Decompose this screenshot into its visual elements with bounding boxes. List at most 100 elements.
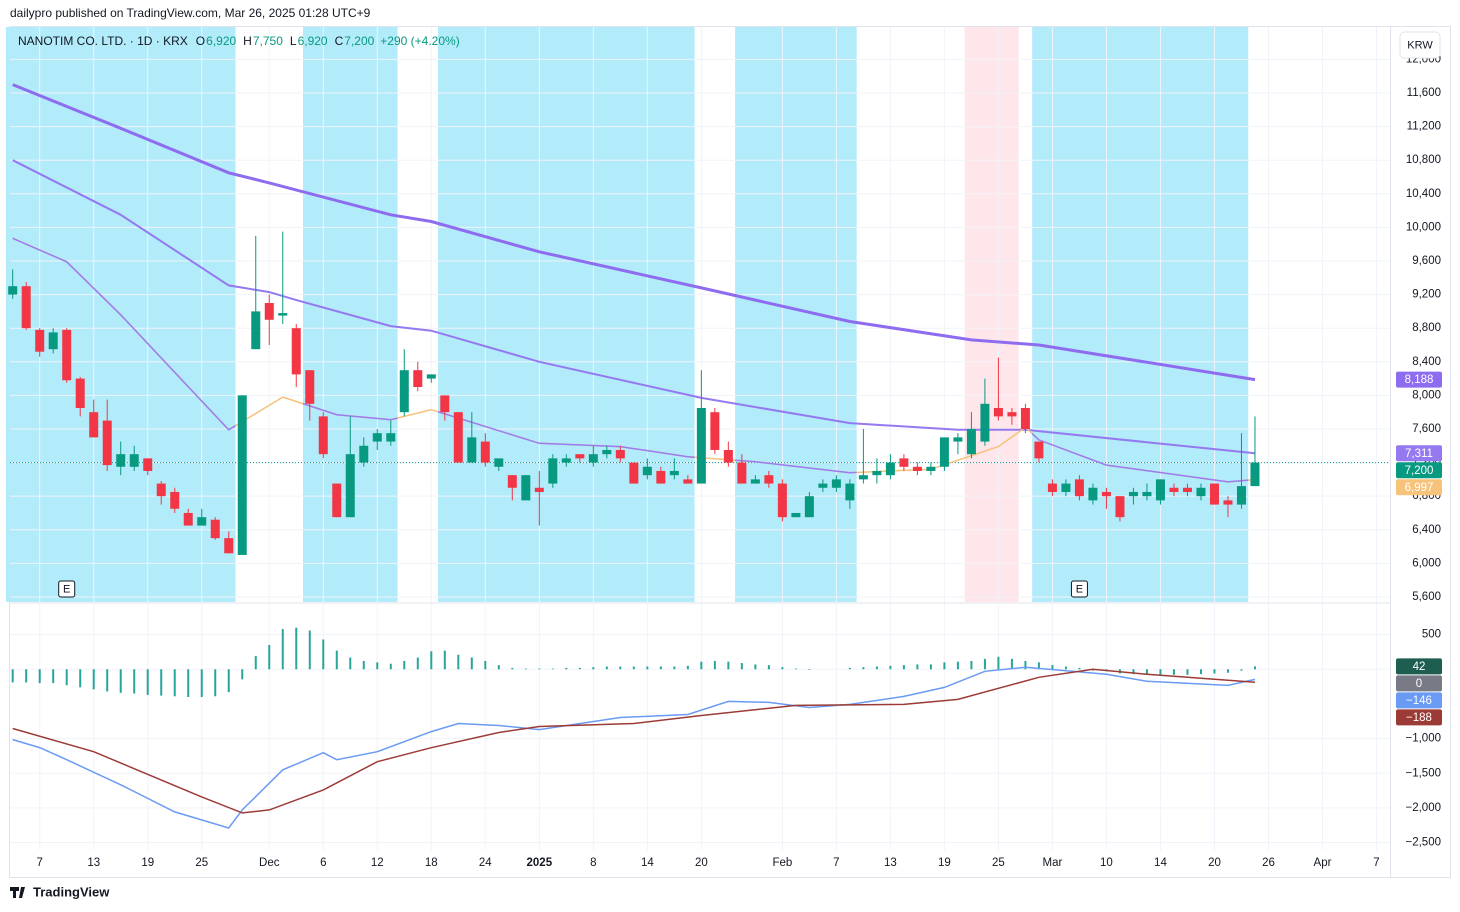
last-price-label-box bbox=[1396, 462, 1442, 479]
histogram-bar bbox=[578, 667, 581, 670]
ohlc-value: 6,920 bbox=[298, 34, 328, 48]
candle-body bbox=[1034, 441, 1044, 459]
candle-body bbox=[818, 483, 828, 488]
macd-line bbox=[12, 668, 1256, 814]
y-tick-label: −2,000 bbox=[1406, 802, 1442, 814]
y-tick-label: 8,400 bbox=[1412, 356, 1441, 368]
x-tick-label: 8 bbox=[590, 857, 596, 869]
candle-body bbox=[993, 407, 1003, 417]
candle-body bbox=[359, 445, 369, 463]
candle-body bbox=[291, 328, 301, 375]
candle-body bbox=[1115, 496, 1125, 518]
x-tick-label: 7 bbox=[833, 857, 839, 869]
y-tick-label: 9,600 bbox=[1412, 255, 1441, 267]
candle-body bbox=[210, 519, 220, 539]
y-tick-label: 9,200 bbox=[1412, 289, 1441, 301]
histogram-bar bbox=[443, 650, 446, 670]
candle-body bbox=[1047, 483, 1057, 492]
tradingview-logo: TradingView bbox=[10, 884, 110, 899]
candle-body bbox=[1196, 487, 1206, 497]
histogram-bar bbox=[1186, 669, 1189, 675]
histogram-bar bbox=[119, 669, 122, 693]
ohlc-value: 7,750 bbox=[253, 34, 283, 48]
currency-label[interactable]: KRW bbox=[1407, 39, 1433, 51]
candle-body bbox=[737, 462, 747, 484]
zero-label: 0 bbox=[1416, 678, 1422, 690]
histogram-bar bbox=[538, 668, 541, 670]
histogram-bar bbox=[241, 669, 244, 680]
candle-body bbox=[102, 420, 112, 466]
x-tick-label: Mar bbox=[1043, 857, 1063, 869]
histogram-bar bbox=[268, 645, 271, 670]
candle-body bbox=[939, 437, 949, 467]
histogram-bar bbox=[376, 662, 379, 670]
candle-body bbox=[116, 454, 126, 467]
candle-body bbox=[426, 374, 436, 379]
histogram-bar bbox=[160, 669, 163, 696]
candle-body bbox=[1169, 487, 1179, 492]
ma-last-label-box bbox=[1396, 371, 1442, 388]
x-tick-label: 25 bbox=[195, 857, 208, 869]
histogram-bar bbox=[322, 639, 325, 670]
candle-body bbox=[440, 395, 450, 413]
histogram-bar bbox=[862, 667, 865, 670]
candle-body bbox=[696, 407, 706, 484]
candle-body bbox=[48, 332, 58, 350]
histogram-bar bbox=[1159, 669, 1162, 675]
candle-body bbox=[35, 329, 45, 352]
candle-body bbox=[750, 479, 760, 484]
histogram-bar bbox=[335, 650, 338, 670]
histogram-bar bbox=[929, 664, 932, 670]
candle-body bbox=[1088, 487, 1098, 501]
histogram-bar bbox=[551, 668, 554, 670]
histogram-bar bbox=[970, 660, 973, 670]
x-tick-label: 14 bbox=[641, 857, 654, 869]
histogram-bar bbox=[875, 666, 878, 670]
candle-body bbox=[278, 313, 288, 316]
candle-body bbox=[89, 412, 99, 438]
candle-body bbox=[453, 412, 463, 463]
histogram-bar bbox=[227, 669, 230, 693]
event-marker bbox=[1070, 580, 1088, 598]
histogram-bar bbox=[848, 667, 851, 670]
zero-label-box bbox=[1396, 675, 1442, 692]
y-tick-label: 8,000 bbox=[1412, 389, 1441, 401]
candle-body bbox=[845, 483, 855, 501]
candle-body bbox=[1155, 479, 1165, 501]
label-layer: 5,6006,0006,4006,8007,2007,6008,0008,400… bbox=[18, 34, 1442, 869]
histogram-bar bbox=[1253, 666, 1256, 670]
histogram-bar bbox=[430, 651, 433, 670]
histogram-bar bbox=[1078, 667, 1081, 670]
candle-body bbox=[1061, 483, 1071, 492]
candle-body bbox=[197, 517, 207, 526]
candle-body bbox=[386, 433, 396, 442]
candle-body bbox=[224, 538, 234, 554]
candle-body bbox=[156, 483, 166, 497]
histogram-bar bbox=[686, 665, 689, 670]
candle-body bbox=[494, 458, 504, 467]
candle-body bbox=[1209, 483, 1219, 505]
candle-body bbox=[831, 479, 841, 488]
candle-body bbox=[413, 370, 423, 387]
histogram-bar bbox=[767, 665, 770, 670]
candle-body bbox=[1250, 462, 1260, 487]
histogram-last-label: 42 bbox=[1413, 661, 1426, 673]
candle-body bbox=[480, 441, 490, 463]
histogram-bar bbox=[79, 669, 82, 688]
histogram-bar bbox=[524, 668, 527, 670]
ohlc-key: H bbox=[243, 34, 252, 48]
candle-body bbox=[858, 475, 868, 480]
histogram-bar bbox=[808, 669, 811, 670]
histogram-bar bbox=[1145, 669, 1148, 675]
histogram-bar bbox=[740, 663, 743, 670]
histogram-bar bbox=[470, 657, 473, 670]
candle-body bbox=[777, 483, 787, 518]
candle-body bbox=[561, 458, 571, 463]
candle-body bbox=[237, 395, 247, 555]
x-tick-label: 25 bbox=[992, 857, 1005, 869]
currency-button[interactable] bbox=[1399, 31, 1441, 59]
ohlc-value: 6,920 bbox=[206, 34, 236, 48]
macd-line bbox=[12, 666, 1256, 829]
publisher-line: dailypro published on TradingView.com, M… bbox=[10, 6, 371, 20]
candle-body bbox=[467, 437, 477, 463]
